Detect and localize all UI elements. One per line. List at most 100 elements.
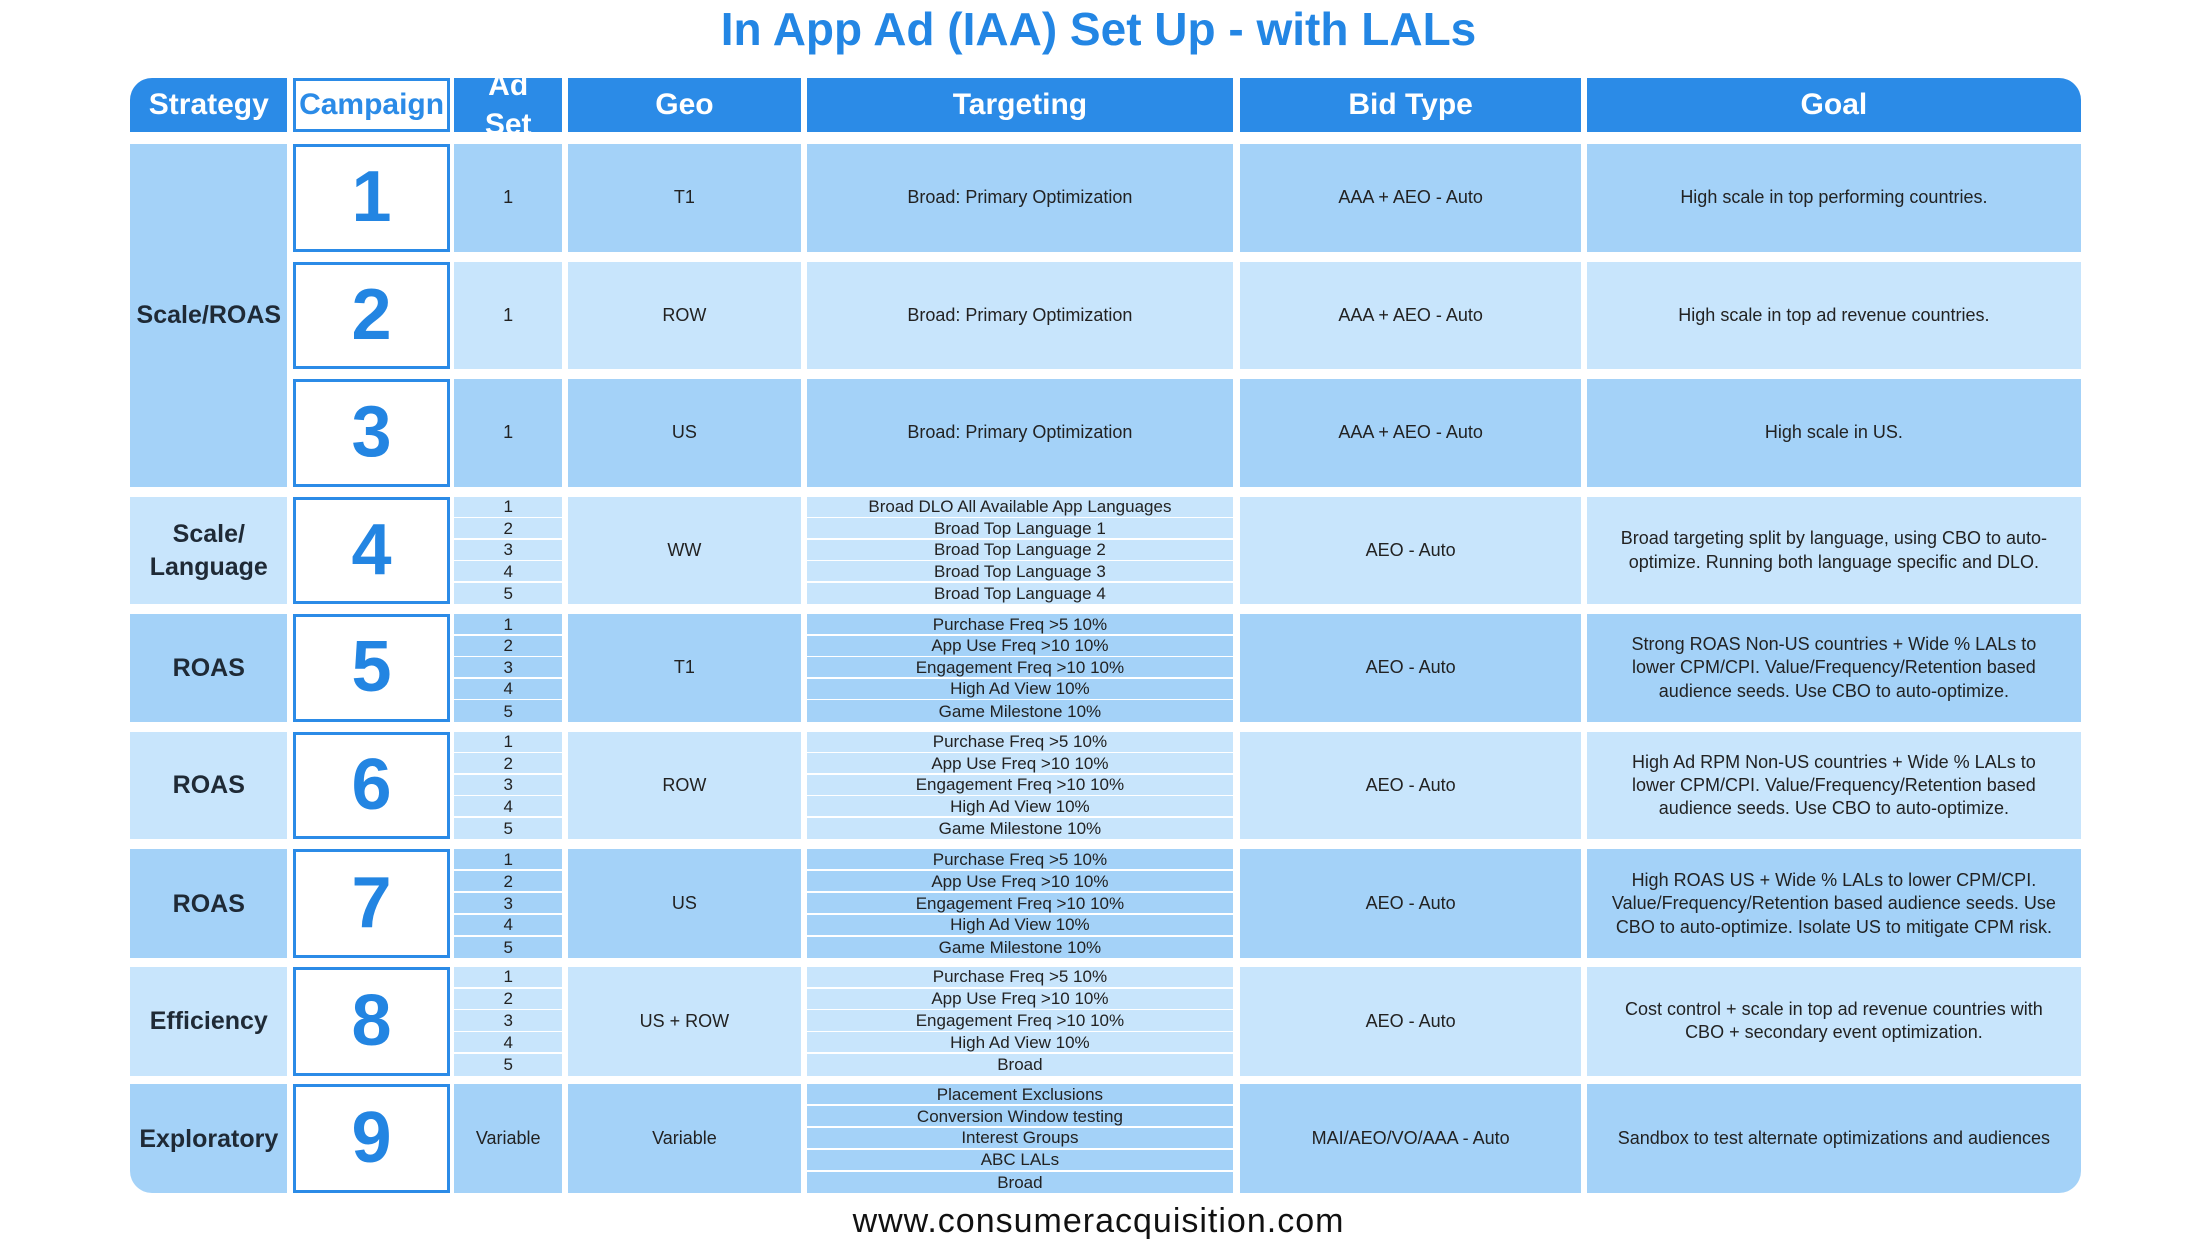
targeting-item: Placement Exclusions [806, 1084, 1233, 1105]
bid-type-cell: AAA + AEO - Auto [1240, 379, 1582, 487]
column-header: Goal [1586, 77, 2081, 132]
campaign-number: 7 [293, 849, 451, 959]
goal-cell: Broad targeting split by language, using… [1586, 496, 2081, 605]
ad-set: 3 [454, 539, 562, 560]
column-header: Campaign [293, 77, 451, 132]
targeting-item: Game Milestone 10% [806, 700, 1233, 722]
targeting-item: Engagement Freq >10 10% [806, 892, 1233, 914]
ad-set: 5 [454, 936, 562, 959]
targeting-item: Broad Top Language 4 [806, 582, 1233, 605]
targeting-item: Broad Top Language 3 [806, 561, 1233, 582]
geo-cell: T1 [567, 144, 802, 252]
targeting-item: App Use Freq >10 10% [806, 753, 1233, 774]
bid-type-cell: AEO - Auto [1240, 496, 1582, 605]
targeting-item: Purchase Freq >5 10% [806, 731, 1233, 752]
strategy-cell: ROAS [130, 614, 288, 722]
campaign-number: 3 [293, 379, 451, 487]
ad-set: 1 [454, 144, 562, 252]
column-header: Geo [567, 77, 802, 132]
targeting-item: High Ad View 10% [806, 1032, 1233, 1053]
ad-set: Variable [454, 1084, 562, 1194]
targeting-item: Purchase Freq >5 10% [806, 966, 1233, 987]
goal-cell: Strong ROAS Non-US countries + Wide % LA… [1586, 614, 2081, 722]
strategy-cell: Scale/ Language [130, 496, 288, 605]
targeting-item: ABC LALs [806, 1149, 1233, 1170]
ad-set: 5 [454, 700, 562, 722]
column-header: Targeting [806, 77, 1233, 132]
footer-url: www.consumeracquisition.com [852, 1202, 1345, 1240]
targeting-item: Broad Top Language 1 [806, 518, 1233, 539]
ad-set: 3 [454, 892, 562, 914]
strategy-cell: ROAS [130, 731, 288, 840]
targeting-item: Engagement Freq >10 10% [806, 657, 1233, 678]
geo-cell: WW [567, 496, 802, 605]
campaign-number: 1 [293, 144, 451, 252]
goal-cell: High scale in top performing countries. [1586, 144, 2081, 252]
strategy-cell: Scale/ROAS [130, 144, 288, 487]
ad-set: 4 [454, 796, 562, 817]
targeting-item: Purchase Freq >5 10% [806, 849, 1233, 870]
strategy-cell: Exploratory [130, 1084, 288, 1194]
goal-cell: High scale in US. [1586, 379, 2081, 487]
ad-set: 4 [454, 914, 562, 935]
geo-cell: Variable [567, 1084, 802, 1194]
campaign-number: 6 [293, 731, 451, 840]
ad-set: 2 [454, 988, 562, 1009]
targeting-item: Broad [806, 1054, 1233, 1076]
bid-type-cell: AEO - Auto [1240, 966, 1582, 1076]
targeting-item: Interest Groups [806, 1127, 1233, 1149]
ad-set: 3 [454, 1010, 562, 1031]
targeting-item: High Ad View 10% [806, 796, 1233, 817]
ad-set: 2 [454, 518, 562, 539]
ad-set: 3 [454, 774, 562, 795]
geo-cell: US [567, 849, 802, 959]
ad-set: 2 [454, 753, 562, 774]
targeting-item: Game Milestone 10% [806, 817, 1233, 840]
bid-type-cell: MAI/AEO/VO/AAA - Auto [1240, 1084, 1582, 1194]
campaign-number: 4 [293, 496, 451, 605]
ad-set: 4 [454, 561, 562, 582]
ad-set: 4 [454, 678, 562, 699]
ad-set: 1 [454, 379, 562, 487]
bid-type-cell: AAA + AEO - Auto [1240, 144, 1582, 252]
ad-set: 2 [454, 871, 562, 892]
targeting-item: Broad: Primary Optimization [806, 261, 1233, 370]
goal-cell: High scale in top ad revenue countries. [1586, 261, 2081, 370]
goal-cell: High Ad RPM Non-US countries + Wide % LA… [1586, 731, 2081, 840]
goal-cell: Cost control + scale in top ad revenue c… [1586, 966, 2081, 1076]
ad-set: 1 [454, 966, 562, 987]
targeting-item: App Use Freq >10 10% [806, 635, 1233, 656]
ad-set: 5 [454, 817, 562, 840]
targeting-item: Engagement Freq >10 10% [806, 774, 1233, 795]
geo-cell: US + ROW [567, 966, 802, 1076]
ad-set: 1 [454, 261, 562, 370]
targeting-item: Engagement Freq >10 10% [806, 1010, 1233, 1031]
targeting-item: Game Milestone 10% [806, 936, 1233, 959]
targeting-item: High Ad View 10% [806, 914, 1233, 935]
bid-type-cell: AEO - Auto [1240, 731, 1582, 840]
targeting-item: Broad DLO All Available App Languages [806, 496, 1233, 517]
targeting-item: High Ad View 10% [806, 678, 1233, 699]
goal-cell: High ROAS US + Wide % LALs to lower CPM/… [1586, 849, 2081, 959]
targeting-item: Broad [806, 1171, 1233, 1194]
column-header: Strategy [130, 77, 288, 132]
targeting-item: Conversion Window testing [806, 1106, 1233, 1127]
column-header: Ad Set [454, 69, 562, 141]
campaign-number: 5 [293, 614, 451, 722]
ad-set: 5 [454, 1054, 562, 1076]
targeting-item: Broad: Primary Optimization [806, 379, 1233, 487]
campaign-number: 9 [293, 1084, 451, 1194]
bid-type-cell: AAA + AEO - Auto [1240, 261, 1582, 370]
targeting-item: Broad: Primary Optimization [806, 144, 1233, 252]
ad-set: 1 [454, 849, 562, 870]
targeting-item: Broad Top Language 2 [806, 539, 1233, 560]
campaign-number: 2 [293, 261, 451, 370]
geo-cell: US [567, 379, 802, 487]
ad-set: 3 [454, 657, 562, 678]
targeting-item: App Use Freq >10 10% [806, 871, 1233, 892]
goal-cell: Sandbox to test alternate optimizations … [1586, 1084, 2081, 1194]
geo-cell: ROW [567, 261, 802, 370]
ad-set: 2 [454, 635, 562, 656]
ad-set: 4 [454, 1032, 562, 1053]
